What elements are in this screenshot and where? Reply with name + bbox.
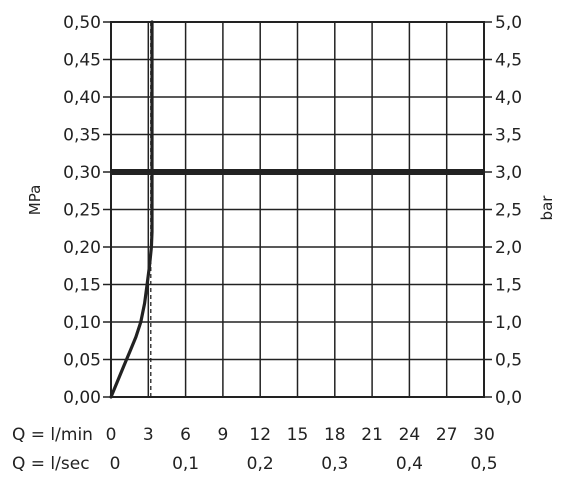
grid — [110, 21, 485, 398]
right-axis-ticks: 0,0 0,5 1,0 1,5 2,0 2,5 3,0 3,5 4,0 4,5 5,0 — [484, 13, 522, 408]
series-line — [109, 20, 154, 399]
right-tick-label: 0,0 — [495, 388, 522, 408]
right-tick-label: 2,5 — [495, 201, 522, 221]
left-tick-label: 0,30 — [63, 163, 101, 183]
right-tick-label: 1,5 — [495, 276, 522, 296]
x-axis-lsec-title: Q = l/sec — [12, 454, 90, 474]
right-tick-label: 0,5 — [495, 351, 522, 371]
x-lmin-tick-label: 24 — [399, 425, 421, 445]
x-axis-lmin-ticks: 0 3 6 9 12 15 18 21 24 27 30 — [106, 425, 495, 445]
x-lsec-tick-label: 0,2 — [247, 454, 274, 474]
right-tick-label: 1,0 — [495, 313, 522, 333]
x-axis-lmin-title: Q = l/min — [12, 425, 93, 445]
left-tick-label: 0,05 — [63, 351, 101, 371]
left-tick-label: 0,10 — [63, 313, 101, 333]
x-lmin-tick-label: 15 — [287, 425, 309, 445]
right-tick-label: 4,5 — [495, 51, 522, 71]
right-tick-label: 3,5 — [495, 126, 522, 146]
right-tick-label: 4,0 — [495, 88, 522, 108]
right-tick-label: 3,0 — [495, 163, 522, 183]
left-tick-label: 0,35 — [63, 126, 101, 146]
x-lmin-tick-label: 3 — [143, 425, 154, 445]
left-tick-label: 0,25 — [63, 201, 101, 221]
left-tick-label: 0,50 — [63, 13, 101, 33]
x-lsec-tick-label: 0 — [110, 454, 121, 474]
x-lmin-tick-label: 18 — [324, 425, 346, 445]
left-tick-label: 0,45 — [63, 51, 101, 71]
right-tick-label: 2,0 — [495, 238, 522, 258]
right-tick-label: 5,0 — [495, 13, 522, 33]
x-lsec-tick-label: 0,3 — [321, 454, 348, 474]
x-lsec-tick-label: 0,4 — [396, 454, 423, 474]
x-lsec-tick-label: 0,1 — [172, 454, 199, 474]
x-lmin-tick-label: 9 — [217, 425, 228, 445]
x-lmin-tick-label: 30 — [473, 425, 495, 445]
left-axis-ticks: 0,00 0,05 0,10 0,15 0,20 0,25 0,30 0,35 0,40 0,45… — [63, 13, 111, 408]
x-lsec-tick-label: 0,5 — [470, 454, 497, 474]
x-lmin-tick-label: 21 — [361, 425, 383, 445]
left-tick-label: 0,00 — [63, 388, 101, 408]
chart-marks — [109, 20, 484, 399]
right-axis-title: bar — [538, 195, 556, 221]
x-lmin-tick-label: 12 — [249, 425, 271, 445]
left-axis-title: MPa — [26, 185, 44, 216]
x-lmin-tick-label: 27 — [436, 425, 458, 445]
x-lmin-tick-label: 6 — [180, 425, 191, 445]
x-axis-lsec-ticks: 0 0,1 0,2 0,3 0,4 0,5 — [110, 454, 498, 474]
left-tick-label: 0,20 — [63, 238, 101, 258]
left-tick-label: 0,40 — [63, 88, 101, 108]
left-tick-label: 0,15 — [63, 276, 101, 296]
x-lmin-tick-label: 0 — [106, 425, 117, 445]
